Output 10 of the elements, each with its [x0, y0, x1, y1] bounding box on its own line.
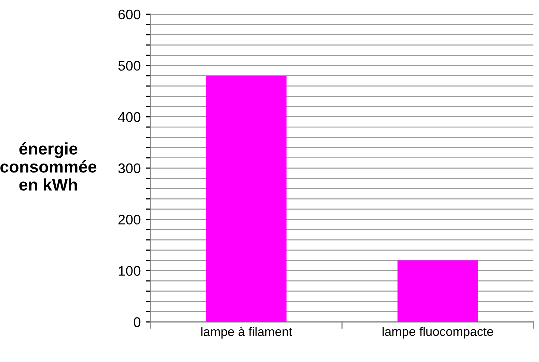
- y-tick-label: 400: [118, 112, 141, 122]
- y-tick-label: 300: [118, 164, 141, 174]
- x-tick-label: lampe à filament: [202, 327, 292, 339]
- y-tick-label: 500: [118, 61, 141, 71]
- y-tick-label: 200: [118, 214, 141, 225]
- y-tick-label: 100: [119, 266, 141, 276]
- x-tick-label: lampe fluocompacte: [382, 327, 494, 339]
- y-tick-label: 0: [134, 318, 141, 328]
- y-axis-title: énergie consommée en kWh: [0, 142, 97, 191]
- y-tick-label: 600: [118, 10, 141, 20]
